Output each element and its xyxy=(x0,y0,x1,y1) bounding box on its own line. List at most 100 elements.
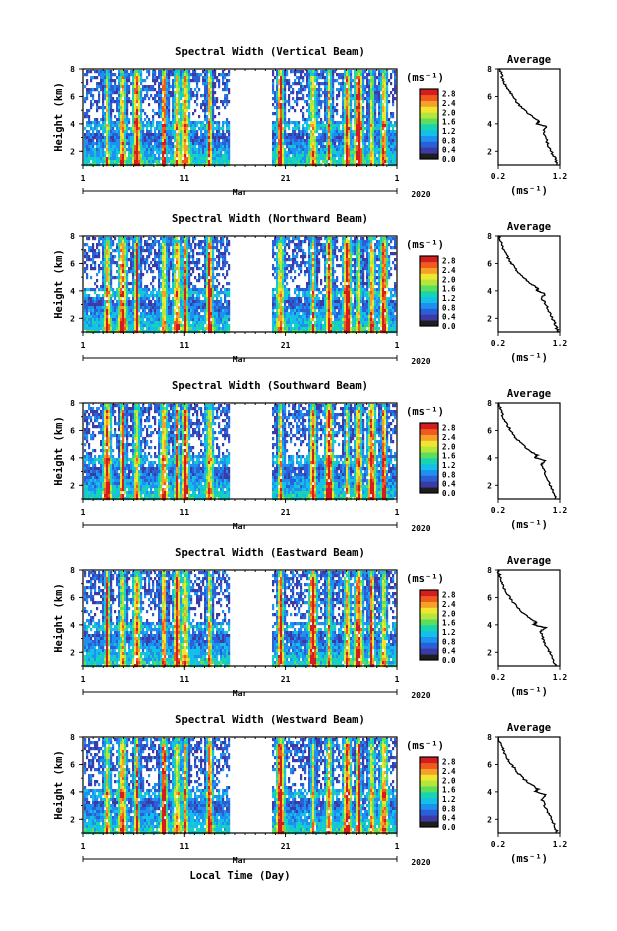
heatmap-cell xyxy=(344,118,347,122)
heatmap-cell xyxy=(152,276,155,280)
heatmap-cell xyxy=(106,270,109,274)
heatmap-cell xyxy=(132,151,135,155)
heatmap-cell xyxy=(378,115,381,119)
heatmap-cell xyxy=(364,115,367,119)
heatmap-cell xyxy=(144,157,147,161)
heatmap-cell xyxy=(132,324,135,328)
average-y-tick-label: 2 xyxy=(487,147,492,156)
heatmap-cell xyxy=(138,88,141,92)
heatmap-cell xyxy=(108,118,111,122)
heatmap-cell xyxy=(370,157,373,161)
heatmap-cell xyxy=(172,321,175,325)
heatmap-cell xyxy=(132,300,135,304)
heatmap-cell xyxy=(196,160,199,164)
heatmap-cell xyxy=(116,264,119,268)
heatmap-cell xyxy=(138,79,141,83)
heatmap-cell xyxy=(106,255,109,259)
heatmap-cell xyxy=(152,157,155,161)
heatmap-cell xyxy=(154,70,157,74)
heatmap-cell xyxy=(162,327,165,331)
heatmap-cell xyxy=(158,136,161,140)
heatmap-cell xyxy=(212,118,215,122)
heatmap-cell xyxy=(106,288,109,292)
heatmap-cell xyxy=(166,243,169,247)
heatmap-cell xyxy=(172,154,175,158)
heatmap-cell xyxy=(368,151,371,155)
heatmap-cell xyxy=(136,258,139,262)
heatmap-cell xyxy=(200,148,203,152)
heatmap-cell xyxy=(340,133,343,137)
heatmap-cell xyxy=(356,106,359,110)
heatmap-cell xyxy=(100,312,103,316)
heatmap-cell xyxy=(338,88,341,92)
heatmap-cell xyxy=(184,285,187,289)
heatmap-cell xyxy=(142,312,145,316)
heatmap-cell xyxy=(300,73,303,77)
heatmap-cell xyxy=(106,70,109,74)
heatmap-cell xyxy=(96,318,99,322)
heatmap-cell xyxy=(348,85,351,89)
heatmap-cell xyxy=(146,124,149,128)
heatmap-cell xyxy=(172,148,175,152)
heatmap-cell xyxy=(122,249,125,253)
heatmap-cell xyxy=(104,321,107,325)
heatmap-cell xyxy=(172,94,175,98)
heatmap-cell xyxy=(314,115,317,119)
heatmap-cell xyxy=(126,294,129,298)
heatmap-cell xyxy=(102,252,105,256)
heatmap-cell xyxy=(110,306,113,310)
heatmap-cell xyxy=(148,142,151,146)
heatmap-cell xyxy=(226,94,229,98)
heatmap-cell xyxy=(120,91,123,95)
heatmap-cell xyxy=(372,100,375,104)
heatmap-cell xyxy=(356,97,359,101)
heatmap-cell xyxy=(164,306,167,310)
heatmap-cell xyxy=(310,109,313,113)
heatmap-cell xyxy=(360,133,363,137)
heatmap-cell xyxy=(302,160,305,164)
heatmap-cell xyxy=(274,121,277,125)
heatmap-cell xyxy=(180,115,183,119)
heatmap-cell xyxy=(142,249,145,253)
heatmap-cell xyxy=(348,103,351,107)
heatmap-cell xyxy=(124,115,127,119)
heatmap-cell xyxy=(312,94,315,98)
heatmap-cell xyxy=(122,315,125,319)
heatmap-cell xyxy=(102,112,105,116)
heatmap-cell xyxy=(326,154,329,158)
heatmap-cell xyxy=(354,118,357,122)
heatmap-cell xyxy=(276,109,279,113)
heatmap-cell xyxy=(300,142,303,146)
heatmap-cell xyxy=(168,127,171,131)
heatmap-cell xyxy=(382,142,385,146)
heatmap-cell xyxy=(206,157,209,161)
heatmap-cell xyxy=(86,324,89,328)
heatmap-cell xyxy=(96,127,99,131)
heatmap-cell xyxy=(150,324,153,328)
heatmap-cell xyxy=(322,76,325,80)
heatmap-cell xyxy=(104,130,107,134)
heatmap-cell xyxy=(84,139,87,143)
heatmap-cell xyxy=(86,315,89,319)
heatmap-cell xyxy=(184,94,187,98)
heatmap-cell xyxy=(350,88,353,92)
heatmap-cell xyxy=(174,327,177,331)
heatmap-cell xyxy=(122,106,125,110)
heatmap-cell xyxy=(370,85,373,89)
heatmap-cell xyxy=(346,127,349,131)
heatmap-cell xyxy=(120,267,123,271)
heatmap-cell xyxy=(208,112,211,116)
heatmap-cell xyxy=(112,145,115,149)
heatmap-cell xyxy=(172,70,175,74)
heatmap-cell xyxy=(124,142,127,146)
heatmap-cell xyxy=(208,151,211,155)
heatmap-cell xyxy=(346,145,349,149)
heatmap-cell xyxy=(162,291,165,295)
heatmap-cell xyxy=(380,94,383,98)
heatmap-cell xyxy=(308,91,311,95)
heatmap-cell xyxy=(300,133,303,137)
heatmap-cell xyxy=(178,94,181,98)
heatmap-cell xyxy=(172,306,175,310)
heatmap-cell xyxy=(382,70,385,74)
heatmap-cell xyxy=(370,115,373,119)
